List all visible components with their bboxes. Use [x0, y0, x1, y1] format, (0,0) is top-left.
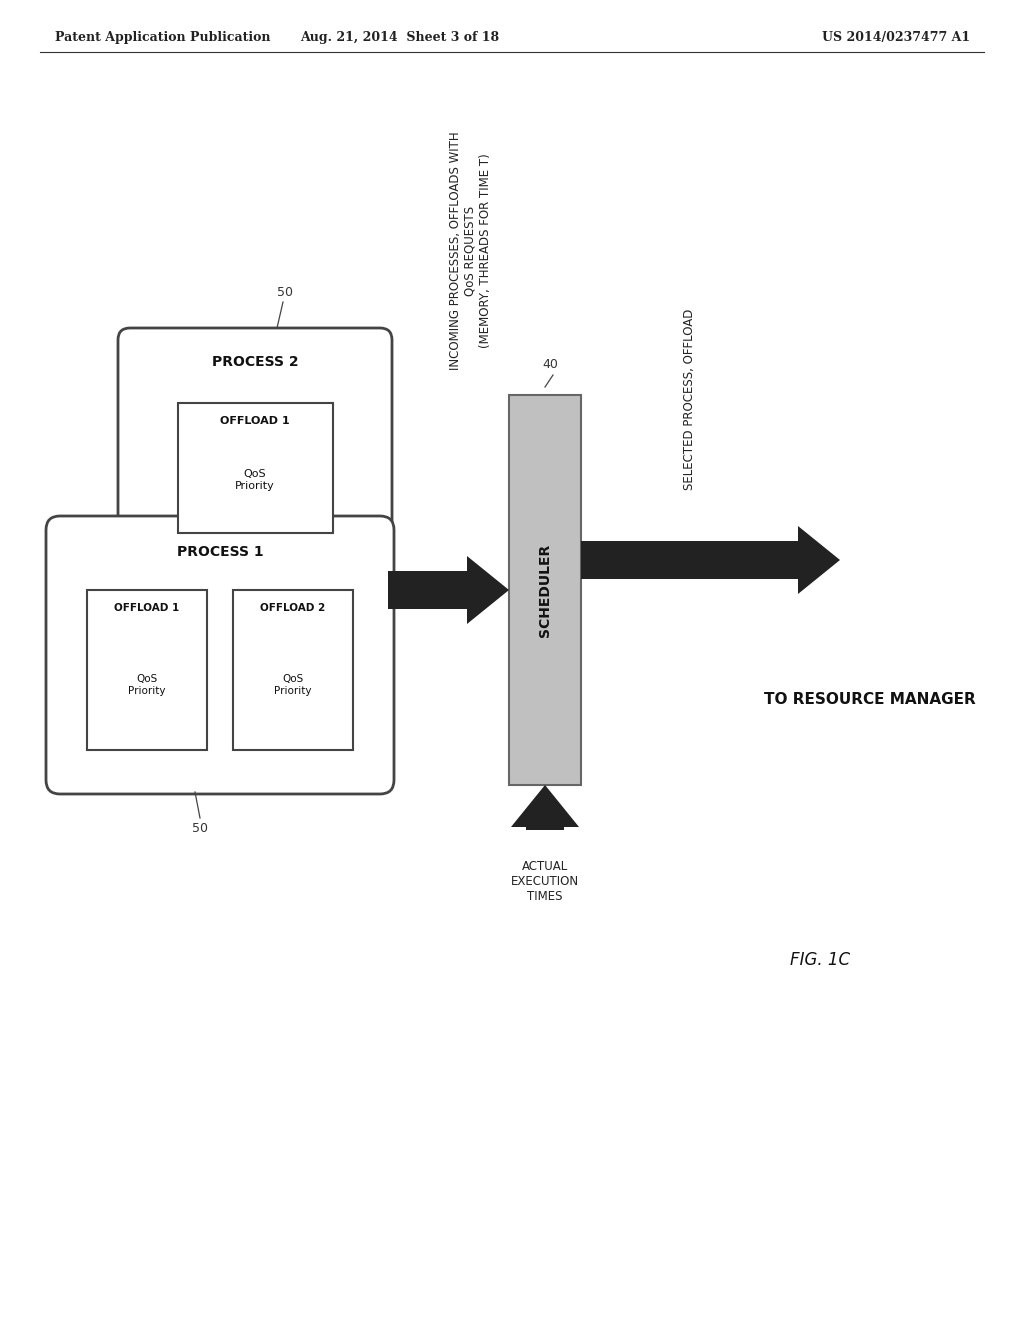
Text: OFFLOAD 1: OFFLOAD 1 [115, 603, 179, 612]
FancyBboxPatch shape [509, 395, 581, 785]
Text: Aug. 21, 2014  Sheet 3 of 18: Aug. 21, 2014 Sheet 3 of 18 [300, 30, 500, 44]
Text: TO RESOURCE MANAGER: TO RESOURCE MANAGER [764, 693, 976, 708]
FancyBboxPatch shape [233, 590, 353, 750]
Text: Patent Application Publication: Patent Application Publication [55, 30, 270, 44]
Text: PROCESS 1: PROCESS 1 [177, 545, 263, 558]
Text: SELECTED PROCESS, OFFLOAD: SELECTED PROCESS, OFFLOAD [683, 309, 696, 490]
Text: OFFLOAD 1: OFFLOAD 1 [220, 416, 290, 426]
FancyBboxPatch shape [46, 516, 394, 795]
Text: QoS
Priority: QoS Priority [274, 675, 311, 696]
Text: 50: 50 [278, 285, 293, 298]
Text: INCOMING PROCESSES, OFFLOADS WITH
QoS REQUESTS
(MEMORY, THREADS FOR TIME T): INCOMING PROCESSES, OFFLOADS WITH QoS RE… [449, 132, 492, 370]
Text: QoS
Priority: QoS Priority [128, 675, 166, 696]
Text: OFFLOAD 2: OFFLOAD 2 [260, 603, 326, 612]
Text: 40: 40 [542, 359, 558, 371]
FancyBboxPatch shape [118, 327, 392, 572]
Text: QoS
Priority: QoS Priority [236, 469, 274, 491]
FancyBboxPatch shape [87, 590, 207, 750]
Text: FIG. 1C: FIG. 1C [790, 950, 850, 969]
Text: US 2014/0237477 A1: US 2014/0237477 A1 [822, 30, 970, 44]
Text: SCHEDULER: SCHEDULER [538, 544, 552, 636]
Polygon shape [511, 785, 579, 828]
Polygon shape [526, 828, 564, 830]
Text: PROCESS 2: PROCESS 2 [212, 355, 298, 370]
Polygon shape [798, 525, 840, 594]
Polygon shape [581, 541, 798, 579]
Polygon shape [388, 572, 467, 609]
FancyBboxPatch shape [177, 403, 333, 533]
Text: ACTUAL
EXECUTION
TIMES: ACTUAL EXECUTION TIMES [511, 861, 579, 903]
Text: 50: 50 [193, 821, 208, 834]
Polygon shape [467, 556, 509, 624]
